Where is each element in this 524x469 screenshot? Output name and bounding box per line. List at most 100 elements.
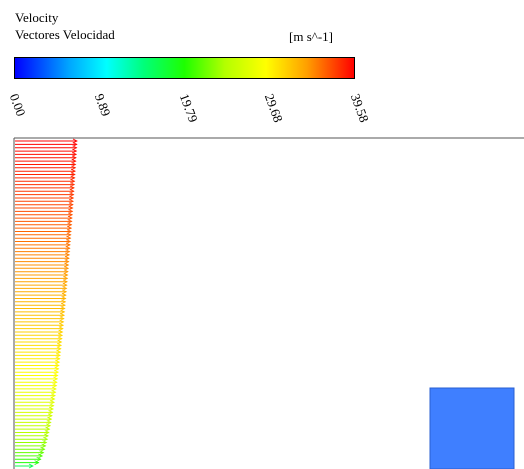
vector-arrowhead (46, 420, 52, 425)
vector-arrowhead (60, 302, 66, 308)
vector-arrowhead (65, 242, 71, 248)
vector-arrowhead (58, 329, 64, 335)
vector-arrowhead (72, 145, 78, 151)
vector-arrowhead (55, 353, 61, 358)
vector-arrowhead (54, 366, 60, 372)
vector-arrowhead (60, 309, 66, 315)
vector-arrowhead (55, 359, 61, 365)
vector-arrowhead (58, 326, 64, 331)
vector-arrowhead (64, 255, 70, 261)
vector-arrowhead (68, 212, 74, 218)
vector-arrowhead (46, 423, 52, 429)
vector-arrowhead (72, 138, 78, 144)
vector-arrowhead (62, 289, 68, 295)
vector-arrowhead (65, 245, 71, 251)
vector-arrowhead (53, 369, 60, 375)
vector-arrowhead (68, 202, 74, 208)
vector-arrowhead (28, 463, 34, 469)
vector-arrowhead (34, 460, 40, 466)
vector-arrowhead (68, 209, 74, 214)
vector-arrowhead (55, 356, 61, 362)
vector-arrowhead (68, 205, 74, 211)
vector-arrowhead (56, 346, 62, 352)
vector-arrowhead (48, 410, 54, 415)
velocity-vectors (15, 138, 78, 469)
obstacle-block (429, 387, 515, 469)
vector-arrowhead (48, 406, 54, 412)
vector-arrowhead (66, 235, 72, 241)
vector-arrowhead (67, 225, 73, 231)
vector-arrowhead (60, 306, 66, 311)
vector-arrowhead (70, 182, 76, 187)
vector-arrowhead (61, 292, 67, 298)
vector-arrowhead (64, 259, 70, 264)
vector-arrowhead (59, 316, 65, 321)
vector-arrowhead (53, 376, 59, 382)
vector-arrowhead (61, 299, 67, 305)
vector-arrowhead (70, 168, 77, 174)
vector-arrowhead (62, 286, 68, 291)
vector-arrowhead (51, 386, 57, 392)
vector-arrowhead (49, 403, 55, 409)
vector-arrowhead (36, 456, 42, 462)
vector-arrowhead (66, 229, 72, 234)
vector-arrowhead (68, 198, 75, 204)
vector-arrowhead (47, 416, 53, 422)
vector-arrowhead (51, 389, 57, 395)
vector-arrowhead (50, 396, 56, 402)
vector-arrowhead (45, 426, 51, 432)
vector-arrowhead (64, 265, 70, 271)
vector-arrowhead (70, 172, 76, 177)
vector-arrowhead (70, 178, 76, 184)
vector-arrowhead (71, 158, 77, 164)
vector-arrowhead (67, 222, 73, 228)
legend-variable-name: Vectores Velocidad (15, 27, 115, 42)
vector-arrowhead (72, 141, 78, 147)
vector-arrowhead (53, 373, 59, 378)
vector-arrowhead (63, 269, 69, 275)
vector-arrowhead (50, 393, 56, 398)
vector-arrowhead (44, 430, 50, 435)
vector-arrowhead (66, 232, 72, 238)
vector-arrowhead (39, 450, 45, 455)
vector-arrowhead (67, 219, 73, 224)
vector-arrowhead (71, 162, 77, 167)
vector-arrowhead (69, 188, 75, 194)
vector-arrowhead (59, 319, 65, 325)
vector-arrowhead (61, 296, 67, 301)
vector-arrowhead (43, 433, 49, 439)
vector-arrowhead (65, 252, 71, 258)
legend-title: Velocity (15, 10, 59, 25)
vector-arrowhead (69, 185, 75, 191)
vector-arrowhead (69, 195, 75, 201)
vector-arrowhead (57, 339, 63, 345)
vector-arrowhead (62, 282, 68, 288)
vector-arrowhead (52, 379, 58, 385)
vector-arrowhead (57, 336, 63, 342)
vector-arrowhead (71, 155, 77, 161)
vector-arrowhead (65, 249, 71, 254)
vector-arrowhead (72, 148, 78, 154)
vector-arrowhead (69, 192, 75, 197)
vector-arrowhead (70, 175, 76, 181)
vector-arrowhead (49, 399, 56, 405)
vector-arrowhead (63, 276, 69, 281)
vector-arrowhead (64, 262, 70, 268)
colorbar (14, 57, 355, 79)
vector-arrowhead (41, 443, 47, 449)
vector-arrowhead (66, 239, 72, 244)
vector-arrowhead (40, 446, 46, 452)
vector-arrowhead (71, 152, 78, 157)
vector-arrowhead (56, 343, 63, 348)
vector-arrowhead (56, 349, 62, 355)
vector-arrowhead (62, 279, 68, 285)
vector-arrowhead (59, 312, 66, 318)
vector-arrowhead (67, 215, 73, 221)
vector-arrowhead (52, 383, 58, 388)
vector-arrowhead (42, 440, 48, 445)
vector-arrowhead (58, 332, 64, 338)
legend-units: [m s^-1] (289, 29, 334, 44)
vector-arrowhead (59, 322, 65, 328)
vector-arrowhead (71, 165, 77, 171)
